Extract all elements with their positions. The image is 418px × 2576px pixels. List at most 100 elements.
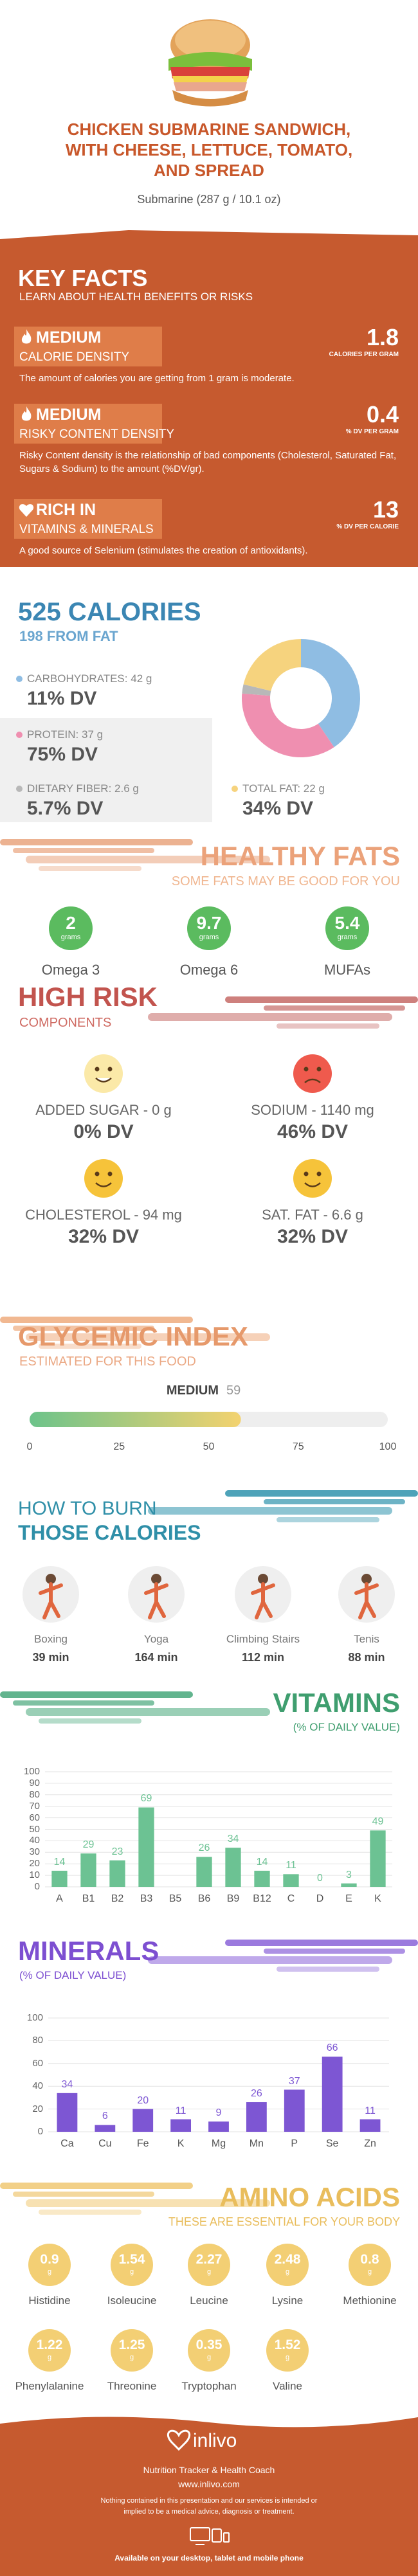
y-tick-label: 100 — [26, 2012, 43, 2023]
x-tick-label: Cu — [98, 2138, 112, 2149]
value-label: 23 — [111, 1846, 123, 1857]
decor-stripe — [277, 1517, 379, 1522]
decor-stripe — [148, 1956, 392, 1964]
fat-value: 5.4 — [334, 913, 360, 933]
y-tick-label: 50 — [29, 1823, 40, 1835]
x-tick-label: C — [287, 1893, 295, 1904]
key-facts-band — [0, 230, 418, 567]
chart-subtitle: 198 FROM FAT — [19, 628, 118, 644]
decor-stripe — [39, 1344, 141, 1349]
value-label: 20 — [137, 2094, 149, 2106]
legend-dot — [16, 786, 23, 792]
activity-head — [361, 1574, 372, 1584]
decor-stripe — [264, 1499, 405, 1504]
legend-dot — [232, 786, 238, 792]
activity-name: Yoga — [143, 1633, 169, 1645]
value-label: 0 — [317, 1873, 323, 1884]
disclaimer: Nothing contained in this presentation a… — [100, 2497, 318, 2516]
amino-value: 0.35 — [195, 2337, 223, 2352]
activity-name: Climbing Stairs — [226, 1633, 300, 1645]
fat-name: Omega 6 — [179, 962, 239, 978]
x-tick-label: B12 — [253, 1893, 271, 1904]
bar — [322, 2057, 343, 2132]
activity-body — [354, 1582, 379, 1619]
face-eye — [316, 1171, 322, 1176]
amino-unit: g — [47, 2354, 52, 2361]
fact-description: Risky Content density is the relationshi… — [19, 450, 397, 474]
amino-badge — [28, 2244, 71, 2286]
decor-stripe — [225, 1940, 418, 1946]
fact-unit: % DV PER CALORIE — [336, 523, 399, 530]
amino-badge — [188, 2244, 230, 2286]
value-label: 26 — [250, 2087, 262, 2099]
risk-label: CHOLESTEROL - 94 mg — [25, 1207, 182, 1223]
activity-time: 39 min — [32, 1651, 69, 1664]
y-tick-label: 100 — [23, 1766, 40, 1777]
decor-stripe — [264, 1005, 405, 1011]
face-eye — [304, 1067, 309, 1072]
x-tick-label: Se — [325, 2138, 339, 2149]
decor-stripe — [26, 1708, 270, 1716]
dv-label: 34% DV — [242, 798, 314, 819]
gauge-value: 59 — [226, 1383, 241, 1398]
x-tick-label: B6 — [197, 1893, 211, 1904]
amino-badge — [111, 2244, 153, 2286]
fact-icon — [19, 504, 34, 517]
bar — [138, 1807, 154, 1887]
amino-unit: g — [367, 2268, 372, 2276]
face-mouth — [304, 1182, 321, 1187]
amino-badge — [188, 2329, 230, 2372]
risk-face — [293, 1159, 332, 1198]
section-title: HOW TO BURN — [18, 1498, 157, 1519]
risk-dv: 46% DV — [277, 1121, 349, 1142]
decor-stripe — [39, 866, 141, 871]
y-tick-label: 80 — [32, 2035, 43, 2046]
fat-unit: grams — [199, 933, 219, 941]
fact-description: The amount of calories you are getting f… — [19, 373, 295, 384]
y-tick-label: 10 — [29, 1869, 40, 1881]
fat-name: MUFAs — [323, 962, 371, 978]
amino-badge — [266, 2329, 309, 2372]
decor-stripe — [225, 996, 418, 1003]
fat-unit: grams — [60, 933, 81, 941]
chart-subtitle: (% OF DAILY VALUE) — [293, 1721, 400, 1733]
value-label: 34 — [227, 1833, 239, 1845]
amino-value: 1.25 — [118, 2337, 145, 2352]
pie-slice — [243, 639, 301, 691]
pie-slice — [242, 684, 271, 696]
fact-value: 1.8 — [366, 324, 399, 350]
bar — [57, 2093, 78, 2132]
risk-dv: 32% DV — [68, 1226, 140, 1247]
bar — [246, 2102, 267, 2132]
activity-time: 164 min — [134, 1651, 178, 1664]
y-tick-label: 70 — [29, 1800, 40, 1812]
section-title: HEALTHY FATS — [200, 841, 400, 871]
fact-label: CALORIE DENSITY — [14, 348, 162, 366]
activity-head — [46, 1574, 56, 1584]
fat-badge — [325, 906, 369, 950]
sandwich-illustration — [168, 19, 252, 107]
amino-name: Histidine — [28, 2294, 71, 2307]
amino-value: 2.27 — [195, 2252, 223, 2267]
heart — [19, 504, 34, 517]
fact-unit: % DV PER GRAM — [345, 428, 399, 435]
value-label: 11 — [175, 2105, 186, 2116]
legend-label: CARBOHYDRATES: — [27, 672, 128, 685]
value-label: 9 — [215, 2107, 222, 2119]
x-tick-label: Mg — [211, 2138, 226, 2149]
y-tick-label: 60 — [29, 1812, 40, 1823]
bar — [95, 2125, 116, 2132]
flame — [21, 329, 32, 344]
value-label: 69 — [140, 1793, 152, 1805]
y-tick-label: 30 — [29, 1846, 40, 1858]
value-label: 11 — [286, 1860, 296, 1871]
url: www.inlivo.com — [178, 2479, 240, 2489]
legend-entry: TOTAL FAT: 22 g — [242, 782, 325, 795]
x-tick-label: 75 — [292, 1441, 304, 1452]
fact-icon — [21, 329, 32, 344]
activity-name: Tenis — [354, 1633, 379, 1645]
amino-value: 0.9 — [40, 2252, 59, 2267]
fact-tag: MEDIUM — [14, 327, 162, 348]
x-tick-label: A — [56, 1893, 63, 1904]
bar — [284, 2089, 305, 2132]
